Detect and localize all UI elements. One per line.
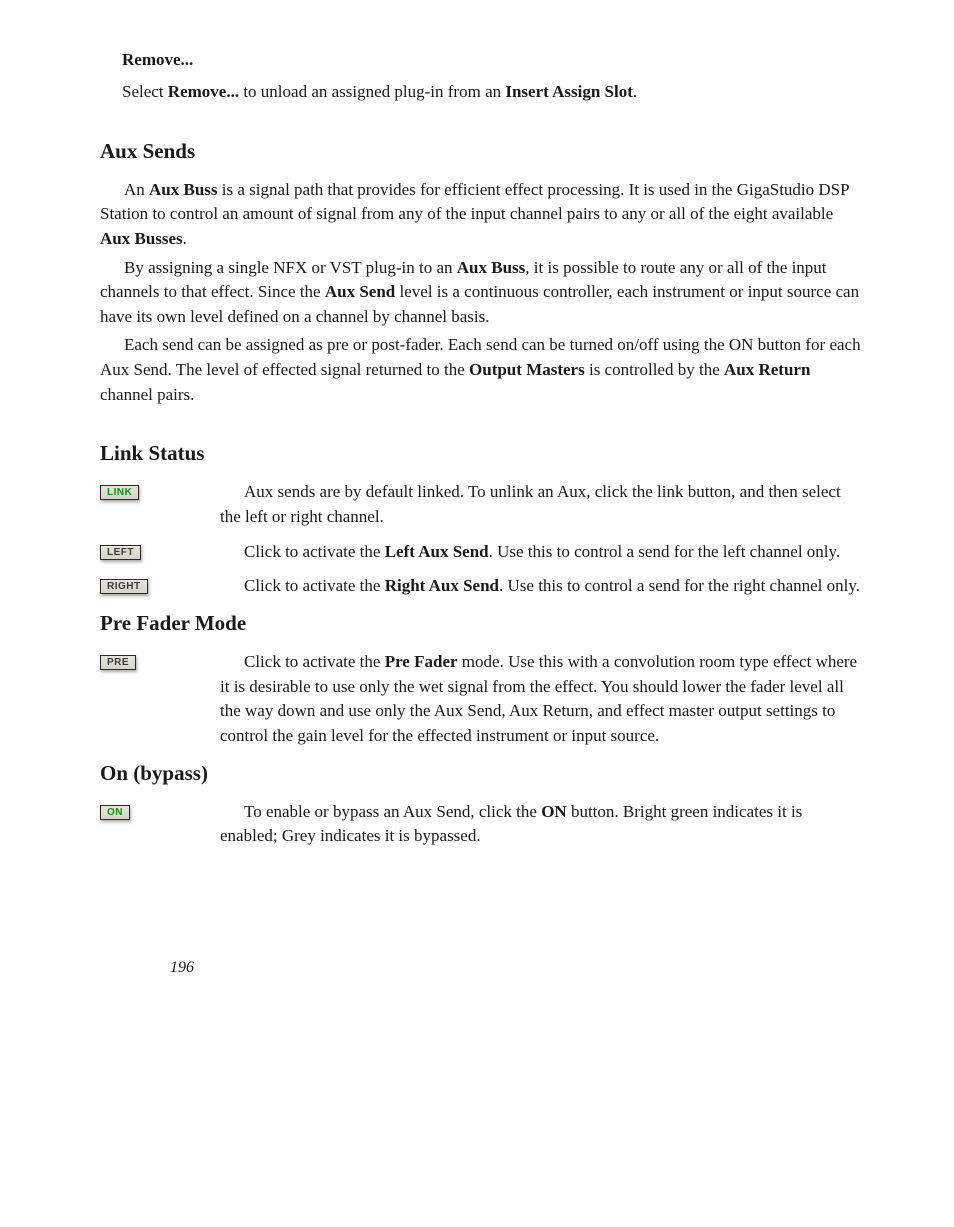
text: is controlled by the xyxy=(585,360,724,379)
on-button[interactable]: ON xyxy=(100,805,130,820)
remove-text-bold1: Remove... xyxy=(168,82,239,101)
text-bold: Pre Fader xyxy=(385,652,458,671)
text: Click to activate the xyxy=(244,542,385,561)
text: . Use this to control a send for the rig… xyxy=(499,576,860,595)
remove-heading: Remove... xyxy=(122,50,864,70)
remove-text-pre: Select xyxy=(122,82,168,101)
aux-sends-body: An Aux Buss is a signal path that provid… xyxy=(100,178,864,408)
left-row: LEFT Click to activate the Left Aux Send… xyxy=(100,540,864,565)
text-bold: Aux Buss xyxy=(457,258,526,277)
remove-text: Select Remove... to unload an assigned p… xyxy=(122,80,864,105)
on-button-cell: ON xyxy=(100,800,220,820)
aux-sends-heading: Aux Sends xyxy=(100,139,864,164)
text-bold: Left Aux Send xyxy=(385,542,489,561)
text: By assigning a single NFX or VST plug-in… xyxy=(124,258,457,277)
remove-text-mid: to unload an assigned plug-in from an xyxy=(239,82,505,101)
left-text: Click to activate the Left Aux Send. Use… xyxy=(220,540,864,565)
link-button[interactable]: LINK xyxy=(100,485,139,500)
link-button-cell: LINK xyxy=(100,480,220,500)
page-number: 196 xyxy=(170,959,864,977)
on-bypass-heading: On (bypass) xyxy=(100,761,864,786)
pre-text: Click to activate the Pre Fader mode. Us… xyxy=(220,650,864,749)
on-text: To enable or bypass an Aux Send, click t… xyxy=(220,800,864,849)
page-container: Remove... Select Remove... to unload an … xyxy=(0,0,954,1027)
text: . Use this to control a send for the lef… xyxy=(489,542,841,561)
text: . xyxy=(183,229,187,248)
text: An xyxy=(124,180,149,199)
left-button-cell: LEFT xyxy=(100,540,220,560)
remove-text-post: . xyxy=(633,82,637,101)
link-row: LINK Aux sends are by default linked. To… xyxy=(100,480,864,529)
right-button-cell: RIGHT xyxy=(100,574,220,594)
text-bold: Aux Return xyxy=(724,360,810,379)
right-text: Click to activate the Right Aux Send. Us… xyxy=(220,574,864,599)
right-button[interactable]: RIGHT xyxy=(100,579,148,594)
text: Click to activate the xyxy=(244,576,385,595)
remove-text-bold2: Insert Assign Slot xyxy=(505,82,633,101)
text-bold: Aux Busses xyxy=(100,229,183,248)
text-bold: Aux Send xyxy=(325,282,395,301)
text-bold: Output Masters xyxy=(469,360,585,379)
left-button[interactable]: LEFT xyxy=(100,545,141,560)
aux-sends-p3: Each send can be assigned as pre or post… xyxy=(100,333,864,407)
aux-sends-p2: By assigning a single NFX or VST plug-in… xyxy=(100,256,864,330)
text-bold: ON xyxy=(541,802,567,821)
pre-row: PRE Click to activate the Pre Fader mode… xyxy=(100,650,864,749)
pre-button-cell: PRE xyxy=(100,650,220,670)
text-bold: Right Aux Send xyxy=(385,576,499,595)
text: Click to activate the xyxy=(244,652,385,671)
aux-sends-p1: An Aux Buss is a signal path that provid… xyxy=(100,178,864,252)
pre-button[interactable]: PRE xyxy=(100,655,136,670)
text: To enable or bypass an Aux Send, click t… xyxy=(244,802,541,821)
link-text: Aux sends are by default linked. To unli… xyxy=(220,480,864,529)
link-status-heading: Link Status xyxy=(100,441,864,466)
on-row: ON To enable or bypass an Aux Send, clic… xyxy=(100,800,864,849)
pre-fader-heading: Pre Fader Mode xyxy=(100,611,864,636)
right-row: RIGHT Click to activate the Right Aux Se… xyxy=(100,574,864,599)
text: channel pairs. xyxy=(100,385,194,404)
text-bold: Aux Buss xyxy=(149,180,218,199)
